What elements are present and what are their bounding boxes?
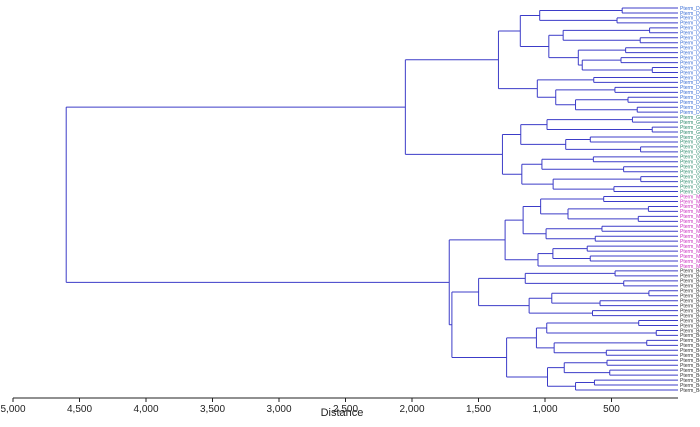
leaf-label: Pterm_Gaibanda xyxy=(680,150,700,156)
leaf-label: Pterm_Gaibanda xyxy=(680,135,700,141)
leaf-label: Pterm_Dinajpur xyxy=(680,110,700,116)
x-tick-label: 2,500 xyxy=(333,404,358,415)
leaf-label: Pterm_Dinajpur xyxy=(680,21,700,27)
leaf-label: Pterm_Bogura xyxy=(680,383,700,389)
dendrogram-links xyxy=(65,7,678,391)
leaf-label: Pterm_Bogura xyxy=(680,343,700,349)
leaf-label: Pterm_Dinajpur xyxy=(680,80,700,86)
leaf-label: Pterm_Mymens xyxy=(680,249,700,255)
leaf-label: Pterm_Mymens xyxy=(680,254,700,260)
leaf-label: Pterm_Mymens xyxy=(680,234,700,240)
leaf-label: Pterm_Gaibanda xyxy=(680,189,700,195)
leaf-label: Pterm_Dinajpur xyxy=(680,41,700,47)
x-tick-label: 2,000 xyxy=(399,404,424,415)
leaf-label: Pterm_Bogura xyxy=(680,289,700,295)
leaf-label: Pterm_Mymens xyxy=(680,244,700,250)
leaf-label: Pterm_Dinajpur xyxy=(680,6,700,12)
leaf-label: Pterm_Mymens xyxy=(680,194,700,200)
leaf-label: Pterm_Bogura xyxy=(680,303,700,309)
leaf-label: Pterm_Bogura xyxy=(680,279,700,285)
leaf-label: Pterm_Dinajpur xyxy=(680,26,700,32)
x-axis: 5,000 4,500 4,000 3,500 3,000 2,500 2,000 1,500… xyxy=(0,397,678,415)
leaf-label: Pterm_Bogura xyxy=(680,368,700,374)
leaf-label: Pterm_Bogura xyxy=(680,328,700,334)
leaf-label: Pterm_Dinajpur xyxy=(680,95,700,101)
leaf-label: Pterm_Bogura xyxy=(680,318,700,324)
leaf-label: Pterm_Dinajpur xyxy=(680,55,700,61)
leaf-label: Pterm_Mymens xyxy=(680,214,700,220)
leaf-label: Pterm_Dinajpur xyxy=(680,85,700,91)
leaf-label: Pterm_Bogura xyxy=(680,388,700,394)
leaf-label: Pterm_Dinajpur xyxy=(680,50,700,56)
leaf-label: Pterm_Mymens xyxy=(680,229,700,235)
leaf-label: Pterm_Gaibanda xyxy=(680,140,700,146)
leaf-label: Pterm_Bogura xyxy=(680,323,700,329)
leaf-label: Pterm_Dinajpur xyxy=(680,31,700,37)
leaf-label: Pterm_Dinajpur xyxy=(680,36,700,42)
leaf-label: Pterm_Dinajpur xyxy=(680,75,700,81)
leaf-label: Pterm_Gaibanda xyxy=(680,184,700,190)
leaf-label: Pterm_Gaibanda xyxy=(680,165,700,171)
leaf-label: Pterm_Gaibanda xyxy=(680,145,700,151)
x-tick-label: 1,000 xyxy=(532,404,557,415)
x-tick-label: 500 xyxy=(603,404,620,415)
leaf-label: Pterm_Bogura xyxy=(680,333,700,339)
leaf-label: Pterm_Mymens xyxy=(680,224,700,230)
leaf-label: Pterm_Mymens xyxy=(680,219,700,225)
leaf-label: Pterm_Gaibanda xyxy=(680,179,700,185)
leaf-label: Pterm_Dinajpur xyxy=(680,90,700,96)
leaf-label: Pterm_Gaibanda xyxy=(680,170,700,176)
leaf-label: Pterm_Dinajpur xyxy=(680,45,700,51)
leaf-label: Pterm_Dinajpur xyxy=(680,11,700,17)
leaf-label: Pterm_Gaibanda xyxy=(680,155,700,161)
leaf-label: Pterm_Mymens xyxy=(680,239,700,245)
leaf-label: Pterm_Dinajpur xyxy=(680,105,700,111)
leaf-label: Pterm_Bogura xyxy=(680,313,700,319)
x-tick-label: 1,500 xyxy=(466,404,491,415)
leaf-label: Pterm_Bogura xyxy=(680,308,700,314)
leaf-label: Pterm_Bogura xyxy=(680,294,700,300)
leaf-label: Pterm_Bogura xyxy=(680,284,700,290)
leaf-label: Pterm_Bogura xyxy=(680,353,700,359)
leaf-label: Pterm_Gaibanda xyxy=(680,125,700,131)
leaf-label: Pterm_Mymens xyxy=(680,199,700,205)
leaf-label: Pterm_Bogura xyxy=(680,269,700,275)
leaf-label: Pterm_Gaibanda xyxy=(680,115,700,121)
leaf-label: Pterm_Gaibanda xyxy=(680,174,700,180)
leaf-label: Pterm_Bogura xyxy=(680,373,700,379)
x-axis-title: Distance xyxy=(321,407,364,419)
leaf-label: Pterm_Bogura xyxy=(680,299,700,305)
leaf-label: Pterm_Gaibanda xyxy=(680,120,700,126)
leaf-label: Pterm_Mymens xyxy=(680,264,700,270)
leaf-label: Pterm_Mymens xyxy=(680,259,700,265)
leaf-label: Pterm_Bogura xyxy=(680,363,700,369)
x-tick-label: 4,000 xyxy=(133,404,158,415)
leaf-label: Pterm_Gaibanda xyxy=(680,130,700,136)
leaf-label: Pterm_Dinajpur xyxy=(680,70,700,76)
x-tick-label: 5,000 xyxy=(0,404,25,415)
x-tick-label: 3,000 xyxy=(266,404,291,415)
leaf-label: Pterm_Mymens xyxy=(680,204,700,210)
leaf-label: Pterm_Dinajpur xyxy=(680,100,700,106)
leaf-label: Pterm_Dinajpur xyxy=(680,60,700,66)
leaf-label: Pterm_Bogura xyxy=(680,378,700,384)
x-tick-label: 4,500 xyxy=(67,404,92,415)
leaf-label: Pterm_Dinajpur xyxy=(680,16,700,22)
leaf-label: Pterm_Bogura xyxy=(680,358,700,364)
leaf-label: Pterm_Bogura xyxy=(680,338,700,344)
leaf-labels: Pterm_DinajpurPterm_DinajpurPterm_Dinajp… xyxy=(680,6,700,394)
leaf-label: Pterm_Mymens xyxy=(680,209,700,215)
leaf-label: Pterm_Bogura xyxy=(680,274,700,280)
leaf-label: Pterm_Bogura xyxy=(680,348,700,354)
leaf-label: Pterm_Dinajpur xyxy=(680,65,700,71)
leaf-label: Pterm_Gaibanda xyxy=(680,160,700,166)
x-tick-label: 3,500 xyxy=(200,404,225,415)
